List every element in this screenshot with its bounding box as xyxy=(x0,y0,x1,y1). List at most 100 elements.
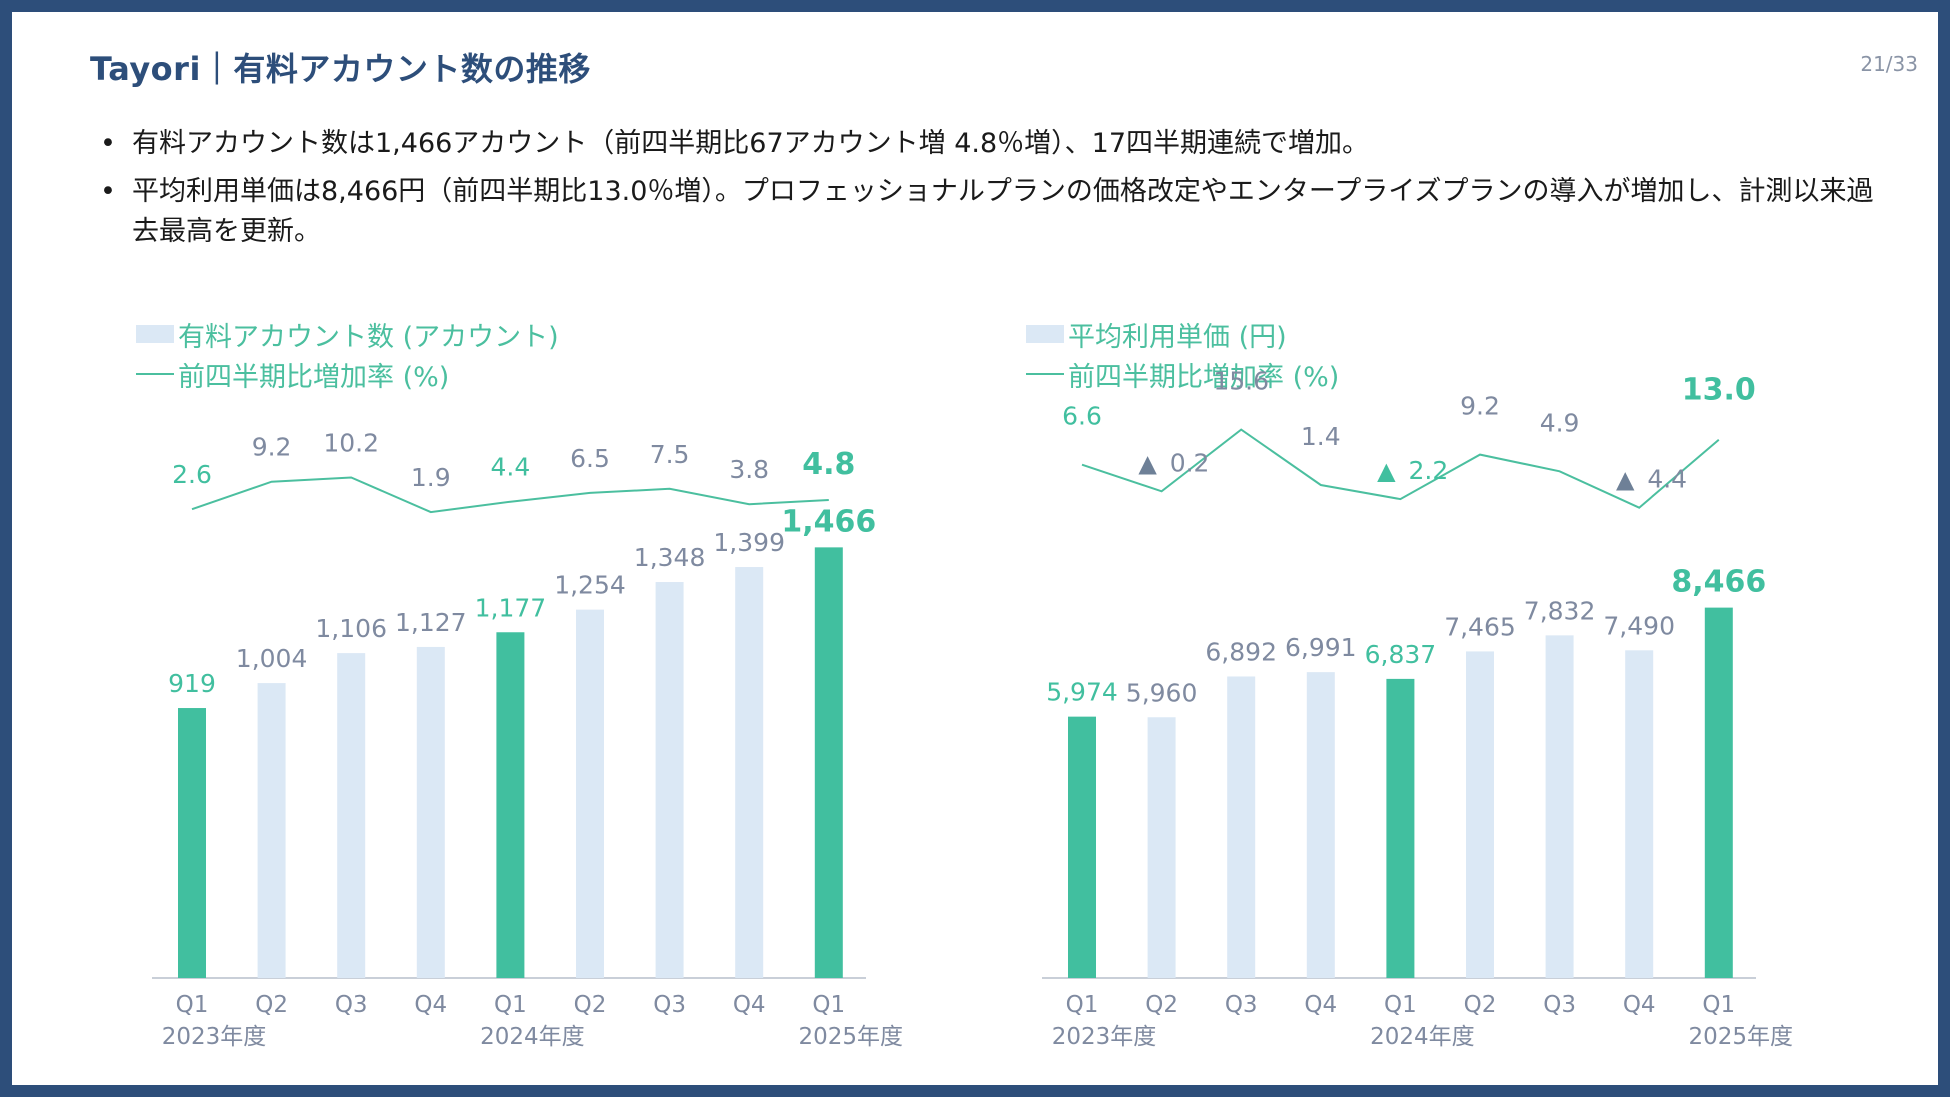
x-tick-label: Q4 xyxy=(1304,992,1337,1018)
bar-value-label: 6,892 xyxy=(1205,637,1277,666)
legend-item-line: 前四半期比増加率 (%) xyxy=(1026,354,1339,394)
bar-value-label: 1,177 xyxy=(475,593,547,622)
growth-rate-label: 4.9 xyxy=(1540,408,1580,437)
bar-value-label: 1,254 xyxy=(554,571,626,600)
page-number: 21/33 xyxy=(1860,52,1918,76)
x-tick-label: Q1 xyxy=(494,992,527,1018)
growth-rate-label: 3.8 xyxy=(729,455,769,484)
growth-rate-label: 1.4 xyxy=(1301,422,1341,451)
page-title: Tayori｜有料アカウント数の推移 xyxy=(90,50,591,88)
x-tick-label: Q1 xyxy=(176,992,209,1018)
growth-rate-label: 1.9 xyxy=(411,463,451,492)
x-tick-label: Q3 xyxy=(653,992,686,1018)
growth-line xyxy=(1081,428,1720,509)
growth-line xyxy=(191,476,829,514)
legend-line-label: 前四半期比増加率 (%) xyxy=(178,361,450,393)
x-year-label: 2024年度 xyxy=(480,1024,585,1050)
x-year-label: 2025年度 xyxy=(1689,1024,1794,1050)
negative-marker-icon: ▲ xyxy=(1138,449,1157,477)
slide-frame: Tayori｜有料アカウント数の推移 21/33 有料アカウント数は1,466ア… xyxy=(12,12,1938,1085)
bar xyxy=(735,567,764,978)
legend-item-bar: 平均利用単価 (円) xyxy=(1026,314,1339,354)
bar xyxy=(257,683,286,978)
growth-rate-label: 2.2 xyxy=(1409,456,1449,485)
growth-rate-label: 4.8 xyxy=(802,447,855,482)
x-year-label: 2024年度 xyxy=(1370,1024,1475,1050)
bar-value-label: 6,991 xyxy=(1285,633,1357,662)
bar-value-label: 1,399 xyxy=(713,528,785,557)
bar-value-label: 8,466 xyxy=(1671,565,1766,600)
bar-value-label: 7,490 xyxy=(1603,611,1675,640)
legend-left: 有料アカウント数 (アカウント) 前四半期比増加率 (%) xyxy=(136,314,559,394)
x-tick-label: Q1 xyxy=(1384,992,1417,1018)
x-tick-label: Q2 xyxy=(1145,992,1178,1018)
growth-rate-label: 13.0 xyxy=(1682,373,1756,408)
legend-bar-swatch xyxy=(136,325,174,343)
growth-rate-label: 4.4 xyxy=(491,453,531,482)
growth-rate-label: 0.2 xyxy=(1170,448,1210,477)
bar xyxy=(1466,651,1494,978)
x-tick-label: Q3 xyxy=(1543,992,1576,1018)
growth-rate-label: 9.2 xyxy=(1460,392,1500,421)
bar xyxy=(1306,672,1335,978)
x-year-label: 2025年度 xyxy=(799,1024,904,1050)
growth-rate-label: 10.2 xyxy=(323,429,379,458)
growth-rate-label: 4.4 xyxy=(1647,465,1687,494)
bar-value-label: 1,106 xyxy=(315,614,387,643)
legend-bar-label: 平均利用単価 (円) xyxy=(1068,321,1287,353)
growth-rate-label: 2.6 xyxy=(172,460,212,489)
negative-marker-icon: ▲ xyxy=(1377,457,1396,485)
growth-rate-label: 6.6 xyxy=(1062,402,1102,431)
x-year-label: 2023年度 xyxy=(1052,1024,1157,1050)
legend-line-label: 前四半期比増加率 (%) xyxy=(1068,361,1340,393)
bar xyxy=(576,609,604,978)
legend-item-bar: 有料アカウント数 (アカウント) xyxy=(136,314,559,354)
growth-rate-label: 9.2 xyxy=(252,433,292,462)
bullet-item: 平均利用単価は8,466円（前四半期比13.0％増）。プロフェッショナルプランの… xyxy=(94,172,1874,252)
x-tick-label: Q2 xyxy=(1464,992,1497,1018)
growth-rate-label: 15.6 xyxy=(1213,367,1269,396)
bar-value-label: 1,348 xyxy=(634,543,706,572)
bar xyxy=(496,632,525,978)
x-tick-label: Q2 xyxy=(574,992,607,1018)
growth-rate-label: 7.5 xyxy=(650,440,690,469)
x-tick-label: Q1 xyxy=(1702,992,1735,1018)
x-tick-label: Q4 xyxy=(1623,992,1656,1018)
bar xyxy=(655,582,684,978)
legend-bar-swatch xyxy=(1026,325,1064,343)
negative-marker-icon: ▲ xyxy=(1616,466,1635,494)
legend-line-swatch xyxy=(136,373,174,375)
bar-value-label: 1,466 xyxy=(781,504,876,539)
bar-value-label: 1,127 xyxy=(395,608,467,637)
bullet-item: 有料アカウント数は1,466アカウント（前四半期比67アカウント増 4.8％増）… xyxy=(94,124,1874,164)
bar xyxy=(1227,676,1256,978)
bar xyxy=(814,547,843,978)
bullet-list: 有料アカウント数は1,466アカウント（前四半期比67アカウント増 4.8％増）… xyxy=(94,124,1874,260)
legend-line-swatch xyxy=(1026,373,1064,375)
x-tick-label: Q4 xyxy=(414,992,447,1018)
x-tick-label: Q4 xyxy=(733,992,766,1018)
growth-rate-label: 6.5 xyxy=(570,444,610,473)
legend-bar-label: 有料アカウント数 (アカウント) xyxy=(178,321,559,353)
bar xyxy=(178,708,206,978)
bar xyxy=(416,646,445,978)
bar-value-label: 7,465 xyxy=(1444,612,1516,641)
legend-item-line: 前四半期比増加率 (%) xyxy=(136,354,559,394)
x-tick-label: Q3 xyxy=(335,992,368,1018)
bar xyxy=(1625,650,1654,978)
bar xyxy=(1704,607,1733,978)
x-year-label: 2023年度 xyxy=(162,1024,267,1050)
x-tick-label: Q1 xyxy=(812,992,845,1018)
bar-value-label: 7,832 xyxy=(1524,596,1596,625)
bar-value-label: 5,960 xyxy=(1126,678,1198,707)
bar xyxy=(1545,635,1574,978)
bar-value-label: 6,837 xyxy=(1365,640,1437,669)
bar-value-label: 1,004 xyxy=(236,644,308,673)
x-tick-label: Q2 xyxy=(255,992,288,1018)
legend-right: 平均利用単価 (円) 前四半期比増加率 (%) xyxy=(1026,314,1339,394)
bar xyxy=(337,653,366,978)
bar xyxy=(1147,717,1176,978)
bar-value-label: 919 xyxy=(168,669,216,698)
bar xyxy=(1386,678,1415,978)
